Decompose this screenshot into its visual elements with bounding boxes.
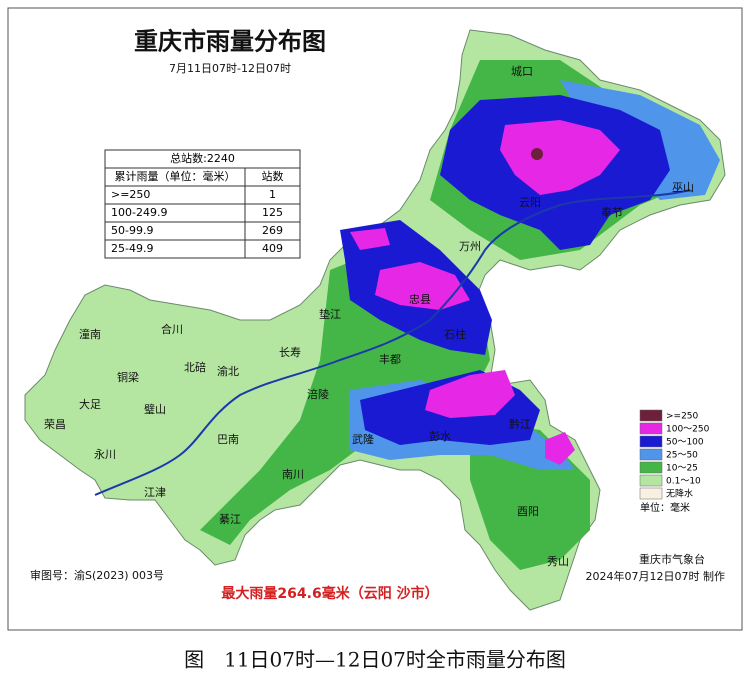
legend-label: 50～100: [666, 438, 704, 448]
district-label: 南川: [282, 468, 304, 481]
district-label: 城口: [511, 65, 533, 78]
table-cell: 125: [262, 206, 283, 219]
legend-swatch: [639, 422, 663, 435]
rain-over-250: [531, 148, 543, 160]
map: [24, 29, 726, 611]
district-label: 巫山: [672, 181, 694, 194]
district-label: 涪陵: [307, 387, 329, 401]
table-column: 累计雨量（单位：毫米）: [115, 169, 236, 183]
agency: 重庆市气象台: [639, 552, 705, 566]
district-label: 永川: [94, 447, 116, 461]
station-table: 总站数:2240 累计雨量（单位：毫米） 站数 >=250 1 100-249.9 125 5…: [104, 149, 301, 259]
district-label: 合川: [161, 322, 183, 336]
legend-label: 25～50: [666, 451, 698, 461]
table-column: 站数: [262, 169, 284, 183]
district-label: 璧山: [144, 402, 166, 416]
map-title: 重庆市雨量分布图: [134, 27, 326, 56]
table-cell: 25-49.9: [111, 242, 153, 255]
district-label: 石柱: [444, 327, 466, 341]
district-label: 酉阳: [517, 505, 539, 518]
rain-100-250: [425, 370, 515, 418]
figure-caption: 图 11日07时—12日07时全市雨量分布图: [184, 648, 566, 672]
district-label: 潼南: [79, 327, 101, 341]
district-label: 忠县: [409, 293, 431, 306]
rain-100-250: [500, 120, 620, 195]
district-label: 垫江: [319, 307, 341, 321]
district-label: 荣昌: [44, 418, 66, 431]
district-label: 渝北: [217, 364, 239, 378]
table-cell: 100-249.9: [111, 206, 167, 219]
table-header: 总站数:2240: [170, 151, 235, 165]
rain-100-250: [545, 432, 575, 465]
district-label: 奉节: [601, 205, 623, 219]
district-label: 丰都: [379, 353, 401, 366]
district-label: 云阳: [519, 196, 541, 209]
legend-swatch: [639, 448, 663, 461]
rain-100-250: [375, 262, 470, 310]
district-label: 綦江: [219, 513, 241, 526]
district-label: 黔江: [509, 417, 531, 431]
table-cell: 1: [269, 188, 276, 201]
rain-100-250: [350, 228, 390, 250]
district-label: 秀山: [547, 555, 569, 568]
legend-label: 100～250: [666, 425, 710, 435]
district-label: 北碚: [184, 360, 206, 374]
district-label: 彭水: [429, 429, 451, 443]
district-label: 巴南: [217, 433, 239, 446]
legend-label: >=250: [666, 412, 699, 422]
table-cell: 409: [262, 242, 283, 255]
legend-label: 0.1～10: [666, 477, 701, 487]
legend-swatch: [639, 487, 663, 500]
legend-unit: 单位：毫米: [640, 501, 690, 514]
approval-number: 审图号：渝S(2023) 003号: [30, 568, 164, 582]
legend-swatch: [639, 474, 663, 487]
district-label: 铜梁: [117, 370, 139, 384]
map-subtitle: 7月11日07时-12日07时: [169, 62, 291, 75]
legend-swatch: [639, 409, 663, 422]
legend-label: 10～25: [666, 464, 698, 474]
table-cell: >=250: [111, 188, 150, 201]
district-label: 武隆: [352, 432, 374, 446]
table-cell: 269: [262, 224, 283, 237]
yangtze-river: [94, 189, 691, 496]
legend: >=250 100～250 50～100 25～50 10～25 0.1～10无降水单位：…: [639, 409, 710, 514]
district-label: 万州: [459, 240, 481, 253]
legend-swatch: [639, 435, 663, 448]
district-label: 大足: [79, 397, 101, 411]
max-rainfall: 最大雨量264.6毫米（云阳 沙市）: [221, 585, 438, 602]
made-time: 2024年07月12日07时 制作: [586, 569, 725, 583]
district-label: 江津: [144, 486, 166, 499]
legend-swatch: [639, 461, 663, 474]
table-cell: 50-99.9: [111, 224, 153, 237]
legend-label: 无降水: [666, 488, 693, 500]
district-label: 长寿: [279, 345, 301, 359]
